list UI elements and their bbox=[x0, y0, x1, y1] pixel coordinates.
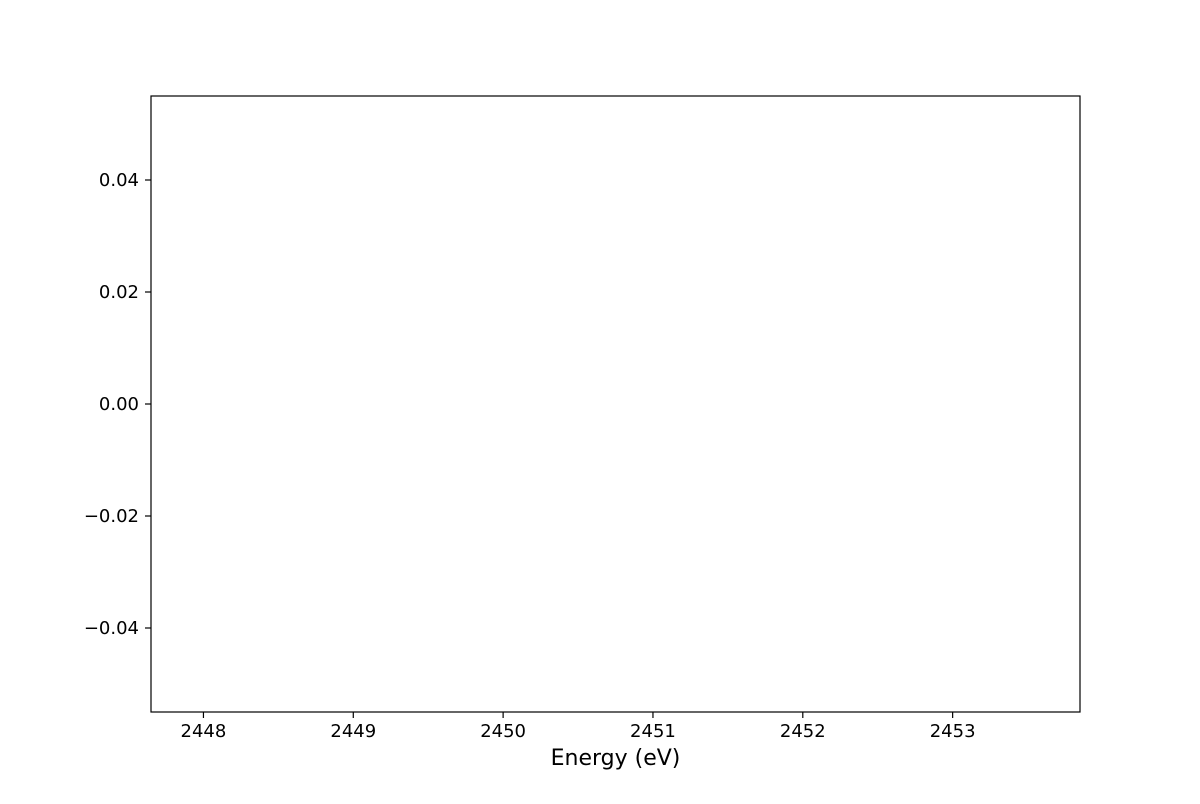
y-tick-label: −0.04 bbox=[84, 618, 139, 639]
y-tick-label: 0.02 bbox=[99, 282, 139, 303]
plot-area-frame bbox=[150, 95, 1081, 713]
y-tick-label: −0.02 bbox=[84, 506, 139, 527]
x-tick-label: 2453 bbox=[930, 721, 976, 742]
y-tick-label: 0.00 bbox=[99, 394, 139, 415]
x-tick-label: 2451 bbox=[630, 721, 676, 742]
x-axis-ticks: 2448 2449 2450 2451 2452 2453 bbox=[181, 712, 976, 742]
x-tick-label: 2448 bbox=[181, 721, 227, 742]
y-axis-ticks: 0.04 0.02 0.00 −0.02 −0.04 bbox=[84, 170, 151, 639]
x-tick-label: 2452 bbox=[780, 721, 826, 742]
x-axis-label: Energy (eV) bbox=[551, 746, 681, 771]
y-tick-label: 0.04 bbox=[99, 170, 139, 191]
x-tick-label: 2450 bbox=[480, 721, 526, 742]
x-tick-label: 2449 bbox=[330, 721, 376, 742]
